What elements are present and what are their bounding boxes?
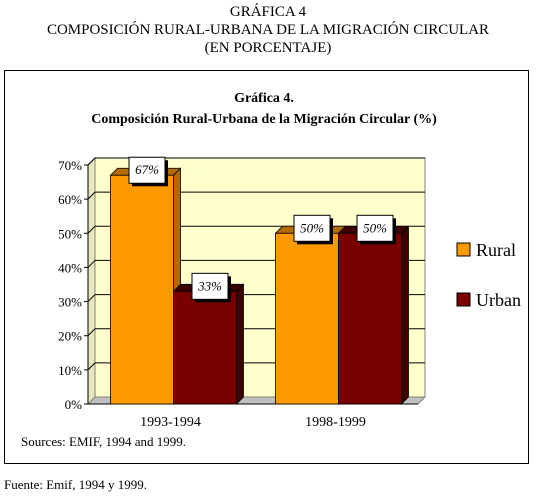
data-label: 67% xyxy=(135,162,159,177)
x-category-label: 1993-1994 xyxy=(140,415,201,430)
y-tick-label: 40% xyxy=(58,260,82,275)
legend-swatch-rural xyxy=(456,242,471,257)
y-tick-label: 30% xyxy=(58,295,82,310)
gridline-side xyxy=(87,225,96,234)
bar-urban xyxy=(338,232,402,405)
bar-rural xyxy=(110,174,174,405)
gridline-side xyxy=(87,294,96,302)
footnote-source: Fuente: Emif, 1994 y 1999. xyxy=(4,477,147,492)
y-tick-label: 70% xyxy=(58,158,82,173)
data-label: 50% xyxy=(363,220,387,235)
gridline-side xyxy=(87,362,96,371)
x-category-label: 1998-1999 xyxy=(305,415,366,430)
bar-side xyxy=(236,283,244,405)
plot-area: 0% 10% 20% 30% 40% 50% 60% 70% 1993-1994 67% 33% 19… xyxy=(58,156,427,430)
chart-frame: Gráfica 4. Composición Rural-Urbana de l… xyxy=(4,70,529,464)
y-tick-label: 0% xyxy=(65,397,83,412)
document-subtitle: COMPOSICIÓN RURAL-URBANA DE LA MIGRACIÓN… xyxy=(46,22,490,38)
source-note: Sources: EMIF, 1994 and 1999. xyxy=(21,434,186,449)
bar-chart: Gráfica 4. Composición Rural-Urbana de l… xyxy=(21,91,521,449)
y-tick-label: 50% xyxy=(58,226,82,241)
data-label-box xyxy=(191,272,229,300)
chart-subtitle: Composición Rural-Urbana de la Migración… xyxy=(91,112,437,127)
legend: Rural Urban xyxy=(456,240,521,310)
gridline-side xyxy=(87,260,96,268)
gridline-side xyxy=(87,157,96,166)
data-label-box xyxy=(128,156,166,184)
gridline-side xyxy=(87,191,96,200)
data-label-box xyxy=(356,214,394,242)
y-tick-label: 10% xyxy=(58,363,82,378)
legend-label: Rural xyxy=(476,240,516,260)
document-unit-note: (EN PORCENTAJE) xyxy=(204,40,332,56)
plot-side-wall xyxy=(87,156,96,406)
data-label: 33% xyxy=(197,278,222,293)
document-title: GRÁFICA 4 xyxy=(229,4,307,20)
legend-label: Urban xyxy=(476,290,521,310)
data-label: 50% xyxy=(300,220,324,235)
bar-rural xyxy=(275,232,339,405)
bar-side xyxy=(401,225,409,405)
bar-urban xyxy=(173,290,237,405)
y-tick-label: 60% xyxy=(58,192,82,207)
chart-title: Gráfica 4. xyxy=(234,91,294,106)
y-tick-label: 20% xyxy=(58,329,82,344)
data-label-box xyxy=(293,214,331,242)
gridline-side xyxy=(87,328,96,337)
legend-swatch-urban xyxy=(456,292,471,307)
